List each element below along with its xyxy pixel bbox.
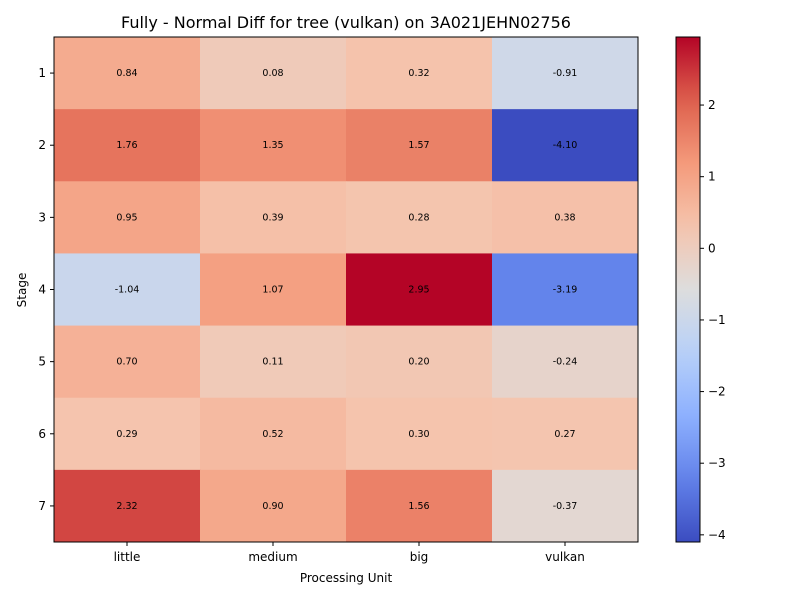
y-tick-label: 4	[38, 283, 46, 297]
y-tick-label: 2	[38, 138, 46, 152]
heatmap-cell	[492, 253, 639, 327]
y-axis-label: Stage	[15, 273, 29, 308]
heatmap-cell	[200, 325, 347, 399]
colorbar-axis: 2 1 0 −1 −2 −3 −4	[700, 98, 726, 542]
x-axis-label: Processing Unit	[300, 571, 393, 585]
cell-value-label: 0.28	[408, 212, 429, 223]
cell-value-label: 0.11	[262, 357, 283, 368]
cell-value-label: 0.20	[408, 357, 429, 368]
heatmap-cell	[346, 397, 493, 471]
cell-value-label: 0.38	[554, 212, 575, 223]
cell-value-label: -3.19	[553, 285, 578, 296]
heatmap-cell	[54, 397, 201, 471]
cell-value-label: 0.08	[262, 68, 283, 79]
cell-value-label: 0.90	[262, 501, 283, 512]
cell-value-label: 0.27	[554, 429, 575, 440]
x-tick-label: vulkan	[545, 550, 585, 564]
heatmap-cell	[492, 181, 639, 254]
colorbar-tick-label: 1	[708, 170, 716, 184]
cell-value-label: 1.76	[116, 140, 137, 151]
y-tick-label: 6	[38, 427, 46, 441]
colorbar-tick-label: −1	[708, 313, 726, 327]
heatmap-cell	[492, 109, 639, 182]
x-tick-label: little	[114, 550, 141, 564]
heatmap-cell	[200, 397, 347, 471]
heatmap-cell	[346, 325, 493, 399]
heatmap-cell	[200, 37, 347, 110]
heatmap-cell	[54, 109, 201, 182]
heatmap-cell	[200, 469, 347, 543]
cell-value-label: 0.52	[262, 429, 283, 440]
y-tick-label: 5	[38, 355, 46, 369]
cell-value-label: 1.57	[408, 140, 429, 151]
cell-value-label: 0.70	[116, 357, 137, 368]
cell-value-label: 2.32	[116, 501, 137, 512]
heatmap-cell	[346, 109, 493, 182]
colorbar-tick-label: −3	[708, 456, 726, 470]
heatmap-cell	[200, 253, 347, 327]
cell-value-label: 0.32	[408, 68, 429, 79]
cell-value-label: -1.04	[115, 285, 140, 296]
heatmap-cell	[346, 37, 493, 110]
y-axis: 1 2 3 4 5 6 7	[38, 66, 54, 513]
cell-value-label: 0.84	[116, 68, 137, 79]
heatmap-cell	[54, 325, 201, 399]
cell-value-labels: 0.84 0.08 0.32 -0.91 1.76 1.35 1.57 -4.10 0.95 0.…	[115, 68, 578, 512]
cell-value-label: 0.95	[116, 212, 137, 223]
heatmap-cell	[200, 181, 347, 254]
cell-value-label: 0.29	[116, 429, 137, 440]
colorbar-tick-label: −2	[708, 385, 726, 399]
heatmap-cells	[54, 37, 639, 543]
chart-title: Fully - Normal Diff for tree (vulkan) on…	[121, 13, 571, 32]
cell-value-label: 0.30	[408, 429, 429, 440]
cell-value-label: 0.39	[262, 212, 283, 223]
cell-value-label: -0.24	[553, 357, 578, 368]
heatmap-cell	[492, 397, 639, 471]
cell-value-label: 1.35	[262, 140, 283, 151]
colorbar-tick-label: 2	[708, 98, 716, 112]
x-tick-label: medium	[248, 550, 297, 564]
heatmap-cell	[54, 469, 201, 543]
cell-value-label: -0.37	[553, 501, 578, 512]
colorbar-tick-label: −4	[708, 528, 726, 542]
heatmap-cell	[492, 469, 639, 543]
heatmap-cell	[492, 325, 639, 399]
heatmap-cell	[200, 109, 347, 182]
x-tick-label: big	[410, 550, 429, 564]
heatmap-cell	[54, 37, 201, 110]
y-tick-label: 3	[38, 210, 46, 224]
y-tick-label: 1	[38, 66, 46, 80]
heatmap-cell	[346, 469, 493, 543]
cell-value-label: 1.07	[262, 285, 283, 296]
cell-value-label: 2.95	[408, 285, 429, 296]
colorbar	[675, 36, 701, 543]
heatmap-cell	[492, 37, 639, 110]
heatmap-cell	[54, 253, 201, 327]
cell-value-label: 1.56	[408, 501, 429, 512]
heatmap-cell	[346, 253, 493, 327]
y-tick-label: 7	[38, 499, 46, 513]
heatmap-cell	[346, 181, 493, 254]
heatmap-cell	[54, 181, 201, 254]
colorbar-tick-label: 0	[708, 241, 716, 255]
x-axis: little medium big vulkan	[114, 542, 585, 564]
cell-value-label: -4.10	[553, 140, 578, 151]
cell-value-label: -0.91	[553, 68, 578, 79]
